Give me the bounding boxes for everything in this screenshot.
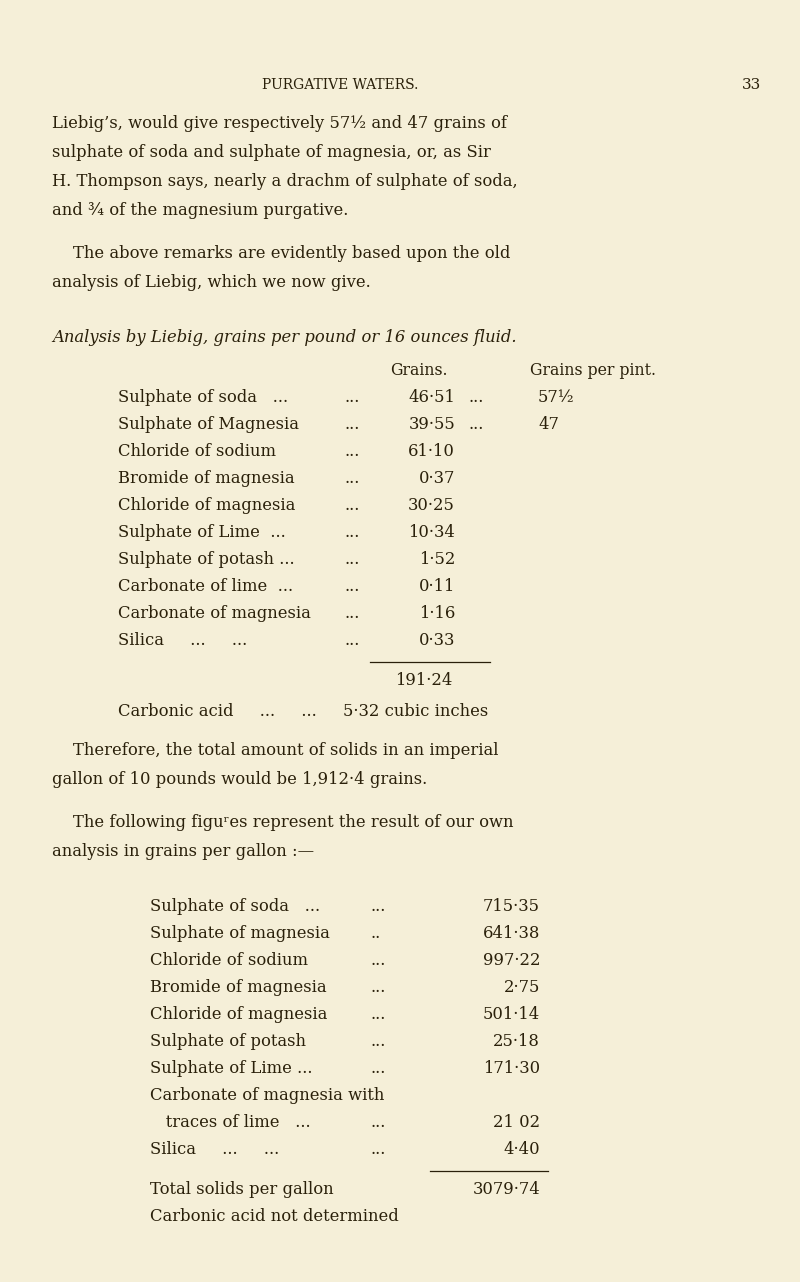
Text: Carbonate of magnesia with: Carbonate of magnesia with bbox=[150, 1087, 384, 1104]
Text: 61·10: 61·10 bbox=[408, 444, 455, 460]
Text: Therefore, the total amount of solids in an imperial: Therefore, the total amount of solids in… bbox=[52, 742, 498, 759]
Text: ..: .. bbox=[370, 926, 380, 942]
Text: gallon of 10 pounds would be 1,912·4 grains.: gallon of 10 pounds would be 1,912·4 gra… bbox=[52, 770, 427, 788]
Text: Silica     ...     ...: Silica ... ... bbox=[150, 1141, 279, 1158]
Text: 2·75: 2·75 bbox=[504, 979, 540, 996]
Text: ...: ... bbox=[345, 415, 360, 433]
Text: ...: ... bbox=[370, 979, 386, 996]
Text: ...: ... bbox=[370, 1006, 386, 1023]
Text: 997·22: 997·22 bbox=[482, 953, 540, 969]
Text: 10·34: 10·34 bbox=[408, 524, 455, 541]
Text: ...: ... bbox=[370, 1141, 386, 1158]
Text: H. Thompson says, nearly a drachm of sulphate of soda,: H. Thompson says, nearly a drachm of sul… bbox=[52, 173, 518, 190]
Text: Sulphate of potash: Sulphate of potash bbox=[150, 1033, 306, 1050]
Text: The following figuʳes represent the result of our own: The following figuʳes represent the resu… bbox=[52, 814, 514, 831]
Text: 4·40: 4·40 bbox=[503, 1141, 540, 1158]
Text: 1·52: 1·52 bbox=[418, 551, 455, 568]
Text: 25·18: 25·18 bbox=[493, 1033, 540, 1050]
Text: Sulphate of Lime ...: Sulphate of Lime ... bbox=[150, 1060, 313, 1077]
Text: 171·30: 171·30 bbox=[483, 1060, 540, 1077]
Text: analysis in grains per gallon :—: analysis in grains per gallon :— bbox=[52, 844, 314, 860]
Text: 30·25: 30·25 bbox=[408, 497, 455, 514]
Text: Total solids per gallon: Total solids per gallon bbox=[150, 1181, 334, 1197]
Text: Liebig’s, would give respectively 57½ and 47 grains of: Liebig’s, would give respectively 57½ an… bbox=[52, 115, 507, 132]
Text: 39·55: 39·55 bbox=[408, 415, 455, 433]
Text: 0·37: 0·37 bbox=[418, 470, 455, 487]
Text: Carbonate of magnesia: Carbonate of magnesia bbox=[118, 605, 311, 622]
Text: 715·35: 715·35 bbox=[483, 897, 540, 915]
Text: Silica     ...     ...: Silica ... ... bbox=[118, 632, 247, 649]
Text: 0·33: 0·33 bbox=[418, 632, 455, 649]
Text: 57½: 57½ bbox=[538, 388, 574, 406]
Text: ...: ... bbox=[370, 1060, 386, 1077]
Text: ...: ... bbox=[370, 953, 386, 969]
Text: ...: ... bbox=[370, 897, 386, 915]
Text: 191·24: 191·24 bbox=[394, 672, 452, 688]
Text: Chloride of sodium: Chloride of sodium bbox=[118, 444, 276, 460]
Text: ...: ... bbox=[370, 1033, 386, 1050]
Text: Grains.: Grains. bbox=[390, 362, 447, 379]
Text: PURGATIVE WATERS.: PURGATIVE WATERS. bbox=[262, 78, 418, 92]
Text: sulphate of soda and sulphate of magnesia, or, as Sir: sulphate of soda and sulphate of magnesi… bbox=[52, 144, 491, 162]
Text: Carbonate of lime  ...: Carbonate of lime ... bbox=[118, 578, 293, 595]
Text: 21 02: 21 02 bbox=[493, 1114, 540, 1131]
Text: ...: ... bbox=[345, 524, 360, 541]
Text: ...: ... bbox=[345, 632, 360, 649]
Text: 1·16: 1·16 bbox=[418, 605, 455, 622]
Text: Bromide of magnesia: Bromide of magnesia bbox=[150, 979, 326, 996]
Text: ...: ... bbox=[468, 415, 483, 433]
Text: Carbonic acid     ...     ...     5·32 cubic inches: Carbonic acid ... ... 5·32 cubic inches bbox=[118, 703, 488, 720]
Text: 501·14: 501·14 bbox=[482, 1006, 540, 1023]
Text: 0·11: 0·11 bbox=[418, 578, 455, 595]
Text: Sulphate of soda   ...: Sulphate of soda ... bbox=[118, 388, 288, 406]
Text: 47: 47 bbox=[538, 415, 559, 433]
Text: ...: ... bbox=[345, 444, 360, 460]
Text: ...: ... bbox=[345, 605, 360, 622]
Text: 33: 33 bbox=[742, 78, 762, 92]
Text: traces of lime   ...: traces of lime ... bbox=[150, 1114, 310, 1131]
Text: Bromide of magnesia: Bromide of magnesia bbox=[118, 470, 294, 487]
Text: ...: ... bbox=[345, 578, 360, 595]
Text: Chloride of magnesia: Chloride of magnesia bbox=[118, 497, 295, 514]
Text: ...: ... bbox=[345, 497, 360, 514]
Text: 641·38: 641·38 bbox=[482, 926, 540, 942]
Text: ...: ... bbox=[345, 388, 360, 406]
Text: ...: ... bbox=[370, 1114, 386, 1131]
Text: analysis of Liebig, which we now give.: analysis of Liebig, which we now give. bbox=[52, 274, 370, 291]
Text: The above remarks are evidently based upon the old: The above remarks are evidently based up… bbox=[52, 245, 510, 262]
Text: Sulphate of Lime  ...: Sulphate of Lime ... bbox=[118, 524, 286, 541]
Text: and ¾ of the magnesium purgative.: and ¾ of the magnesium purgative. bbox=[52, 203, 348, 219]
Text: Analysis by Liebig, grains per pound or 16 ounces fluid.: Analysis by Liebig, grains per pound or … bbox=[52, 329, 517, 346]
Text: Sulphate of Magnesia: Sulphate of Magnesia bbox=[118, 415, 299, 433]
Text: Carbonic acid not determined: Carbonic acid not determined bbox=[150, 1208, 398, 1226]
Text: 46·51: 46·51 bbox=[408, 388, 455, 406]
Text: Sulphate of potash ...: Sulphate of potash ... bbox=[118, 551, 294, 568]
Text: ...: ... bbox=[468, 388, 483, 406]
Text: Grains per pint.: Grains per pint. bbox=[530, 362, 656, 379]
Text: Chloride of sodium: Chloride of sodium bbox=[150, 953, 308, 969]
Text: 3079·74: 3079·74 bbox=[472, 1181, 540, 1197]
Text: Chloride of magnesia: Chloride of magnesia bbox=[150, 1006, 327, 1023]
Text: Sulphate of magnesia: Sulphate of magnesia bbox=[150, 926, 330, 942]
Text: ...: ... bbox=[345, 470, 360, 487]
Text: Sulphate of soda   ...: Sulphate of soda ... bbox=[150, 897, 320, 915]
Text: ...: ... bbox=[345, 551, 360, 568]
